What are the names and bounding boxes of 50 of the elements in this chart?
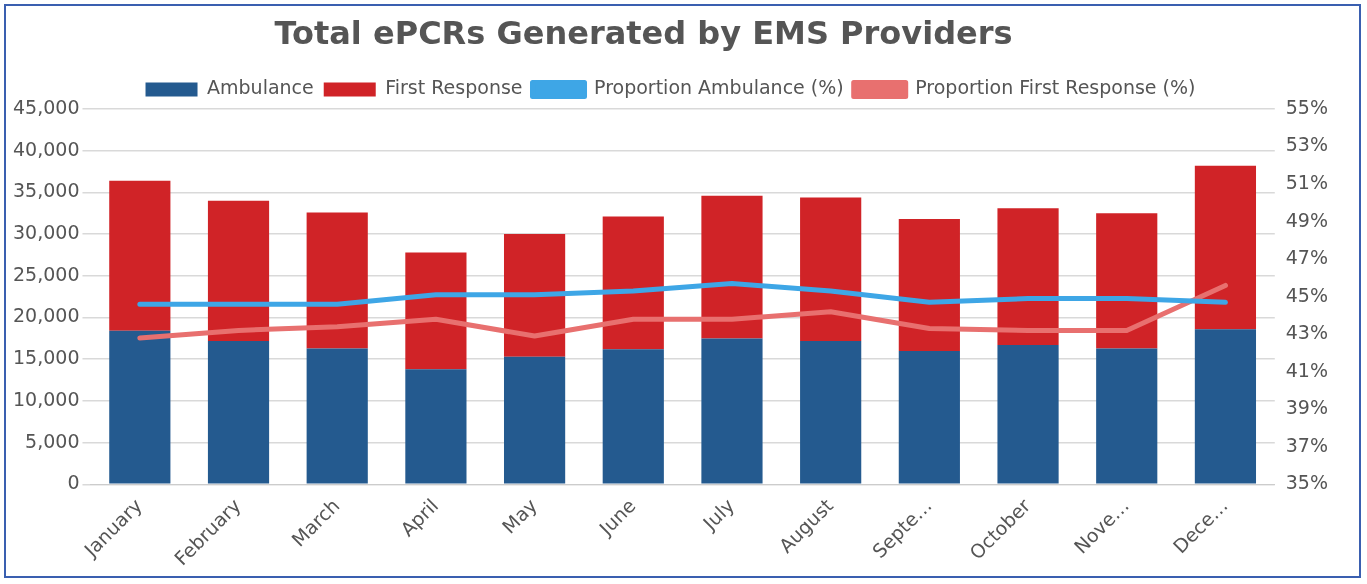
- bar: [1194, 165, 1257, 330]
- y-tick-label: 35,000: [13, 179, 80, 202]
- bar: [109, 330, 171, 484]
- y-tick-label: 45,000: [13, 95, 80, 118]
- bar: [1096, 348, 1158, 484]
- bar: [1194, 329, 1257, 484]
- y-tick-label: 30,000: [13, 221, 80, 244]
- y-tick-label: 0: [67, 471, 80, 494]
- y2-tick-label: 37%: [1285, 433, 1328, 456]
- y2-tick-label: 39%: [1285, 396, 1328, 419]
- bar: [405, 369, 467, 484]
- y-tick-label: 15,000: [13, 346, 80, 369]
- y2-tick-label: 35%: [1285, 471, 1328, 494]
- legend-label: First Response: [385, 76, 523, 99]
- y2-tick-label: 43%: [1285, 321, 1328, 344]
- bar: [701, 338, 763, 484]
- bar: [701, 195, 763, 339]
- y2-tick-label: 47%: [1285, 246, 1328, 269]
- y-tick-label: 40,000: [13, 137, 80, 160]
- bar: [602, 216, 664, 350]
- bar: [207, 200, 270, 341]
- bar: [997, 345, 1059, 484]
- legend-label: Ambulance: [207, 76, 314, 99]
- y2-tick-label: 53%: [1285, 133, 1328, 156]
- y-tick-label: 25,000: [13, 262, 80, 285]
- bar: [405, 252, 467, 370]
- bar: [109, 180, 171, 331]
- y2-tick-label: 51%: [1285, 171, 1328, 194]
- legend-label: Proportion First Response (%): [915, 76, 1196, 99]
- bar: [602, 349, 664, 484]
- bar: [504, 234, 566, 357]
- bar: [504, 356, 566, 484]
- bar: [207, 340, 270, 484]
- bar: [800, 340, 862, 484]
- bar: [898, 350, 960, 484]
- y2-tick-label: 49%: [1285, 208, 1328, 231]
- bar: [898, 219, 960, 351]
- y2-tick-label: 45%: [1285, 283, 1328, 306]
- chart-title: Total ePCRs Generated by EMS Providers: [273, 14, 1014, 52]
- y2-tick-label: 41%: [1285, 358, 1328, 381]
- y-tick-label: 10,000: [13, 387, 80, 410]
- bar: [306, 212, 368, 349]
- bar: [1096, 213, 1158, 349]
- bar: [306, 348, 368, 484]
- y-tick-label: 20,000: [13, 304, 80, 327]
- y-tick-label: 5,000: [25, 429, 80, 452]
- y2-tick-label: 55%: [1285, 95, 1328, 118]
- bar: [997, 208, 1059, 346]
- bar: [800, 197, 862, 341]
- legend-label: Proportion Ambulance (%): [594, 76, 844, 99]
